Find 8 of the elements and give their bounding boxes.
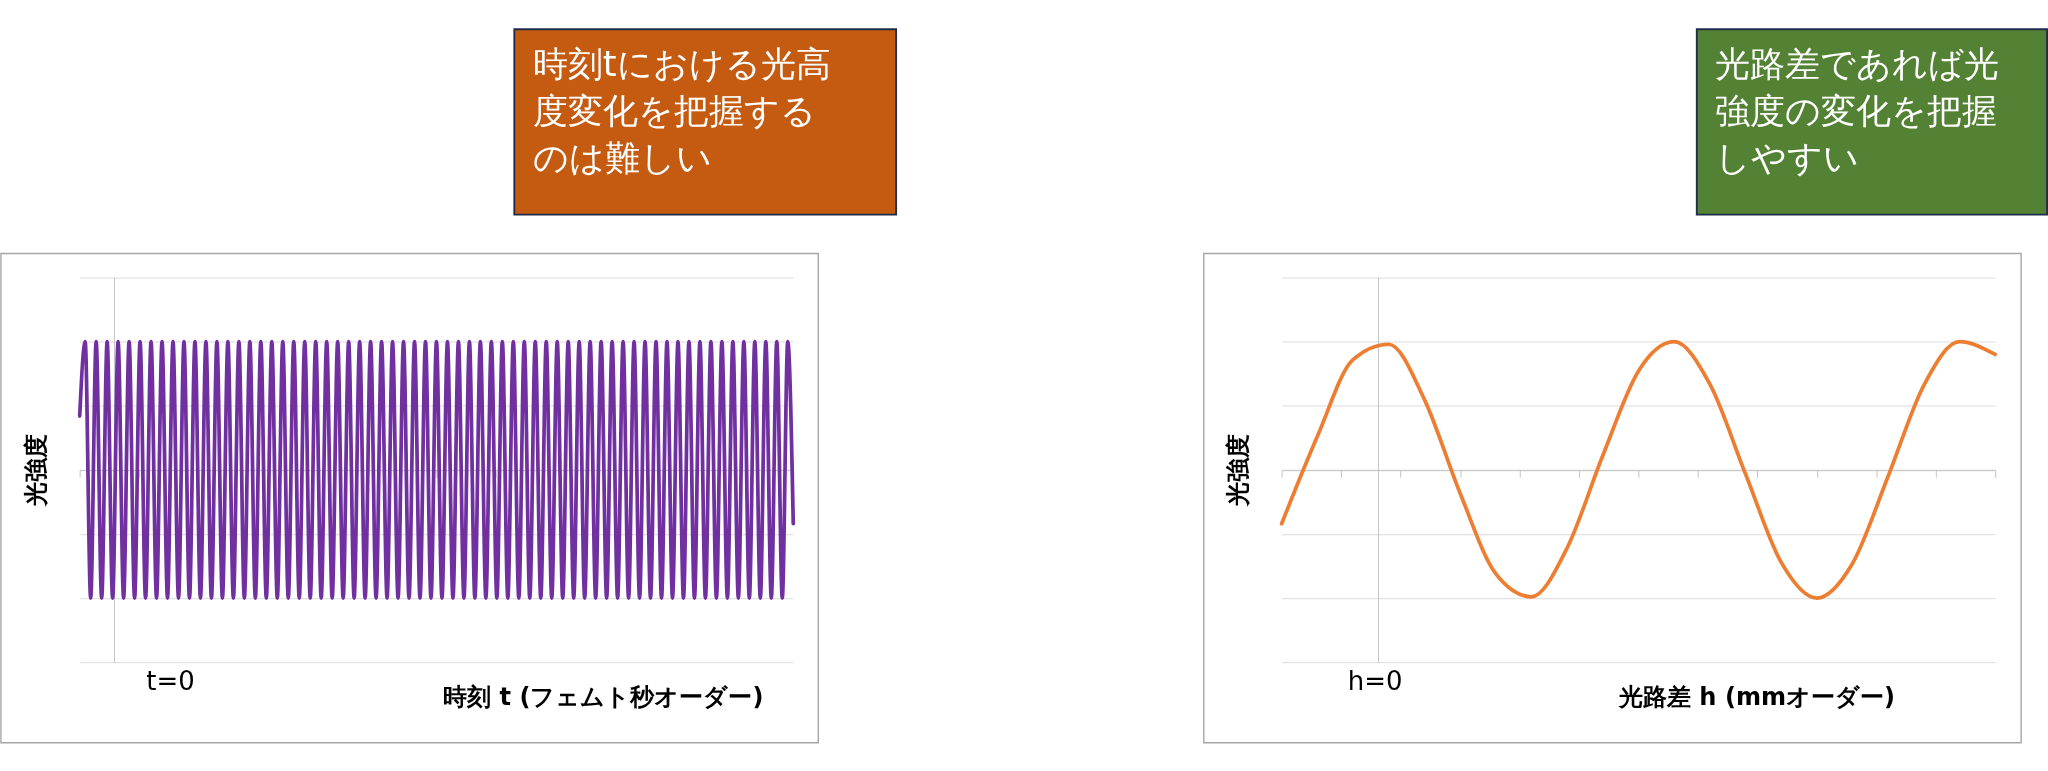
text: 光路差であれば光強度の変化を把握しやすい [1715,42,2000,179]
text: h=0 [1347,665,1403,696]
text: 時刻tにおける光高度変化を把握するのは難しい [532,42,831,179]
text: t=0 [146,665,195,696]
x-axis-title: 光路差 h (mmオーダー) [1617,682,1896,711]
y-axis-title: 光強度 [1224,433,1253,507]
y-axis-title: 光強度 [22,433,51,507]
x-axis-title: 時刻 t (フェムト秒オーダー) [443,682,764,711]
